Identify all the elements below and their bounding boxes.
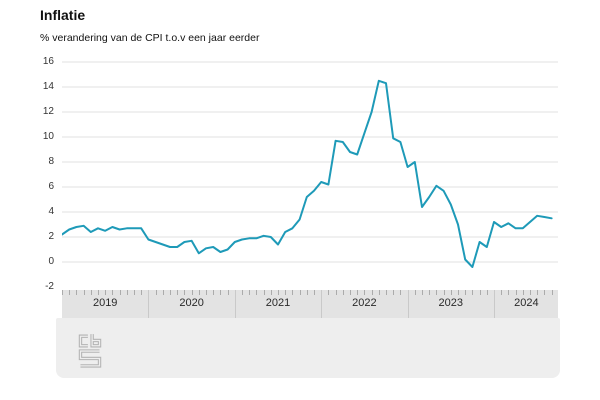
x-axis-month-tick <box>515 290 517 295</box>
y-axis-tick-label: 6 <box>48 181 54 192</box>
x-axis-month-tick <box>184 290 186 295</box>
x-axis-month-tick <box>198 290 200 295</box>
y-axis-tick-label: 14 <box>42 81 54 92</box>
x-axis-month-tick <box>450 290 452 295</box>
x-axis-month-tick <box>249 290 251 295</box>
chart-footer <box>56 318 560 378</box>
x-axis-month-tick <box>69 290 71 295</box>
x-axis-band: 2019 2020 2021 2022 2023 2024 <box>62 290 558 318</box>
x-axis-month-tick <box>213 290 215 295</box>
x-axis-month-tick <box>242 290 243 295</box>
y-axis-tick-label: 0 <box>48 256 54 267</box>
x-axis-month-tick <box>414 290 416 295</box>
x-axis-year-label: 2019 <box>92 297 118 309</box>
x-axis-month-tick <box>537 290 539 295</box>
y-axis-tick-label: -2 <box>45 281 54 292</box>
x-axis-month-tick <box>263 290 265 295</box>
y-axis-tick-label: 2 <box>48 231 54 242</box>
x-axis-month-tick <box>544 290 546 295</box>
x-axis-month-tick <box>126 290 128 295</box>
x-axis-year-separator <box>234 290 236 318</box>
y-axis-tick-label: 4 <box>48 206 54 217</box>
x-axis-month-tick <box>378 290 380 295</box>
x-axis-month-tick <box>134 290 135 295</box>
inflation-line-series <box>62 79 553 268</box>
x-axis-month-tick <box>422 290 423 295</box>
y-axis-tick-label: 12 <box>42 106 54 117</box>
x-axis-month-tick <box>170 290 171 295</box>
x-axis-month-tick <box>328 290 330 295</box>
x-axis-month-tick <box>472 290 474 295</box>
x-axis-year-separator <box>148 290 150 318</box>
x-axis-year-separator <box>494 290 495 318</box>
x-axis-month-tick <box>191 290 193 295</box>
x-axis-year-label: 2022 <box>352 297 377 309</box>
x-axis-year-separator <box>321 290 323 318</box>
x-axis-month-tick <box>522 290 524 295</box>
x-axis-month-tick <box>76 290 78 295</box>
cbs-logo-icon <box>78 334 102 368</box>
x-axis-month-tick <box>155 290 157 295</box>
y-axis-tick-label: 10 <box>42 131 54 142</box>
x-axis-month-tick <box>285 290 287 295</box>
x-axis-month-tick <box>162 290 164 295</box>
x-axis-month-tick <box>314 290 315 295</box>
x-axis-month-tick <box>393 290 395 295</box>
chart-plot-area[interactable] <box>62 55 558 291</box>
x-axis-month-tick <box>270 290 272 295</box>
x-axis-month-tick <box>486 290 488 295</box>
x-axis-month-tick <box>335 290 337 295</box>
x-axis-month-tick <box>465 290 467 295</box>
x-axis-month-tick <box>371 290 373 295</box>
x-axis-month-tick <box>83 290 85 295</box>
x-axis-month-tick <box>90 290 92 295</box>
x-axis-month-tick <box>350 290 351 295</box>
x-axis-month-tick <box>112 290 114 295</box>
x-axis-year-label: 2020 <box>179 297 204 309</box>
x-axis-month-tick <box>98 290 99 295</box>
x-axis-month-tick <box>357 290 359 295</box>
x-axis-month-tick <box>386 290 387 295</box>
x-axis-month-tick <box>227 290 229 295</box>
x-axis-month-tick <box>551 290 553 295</box>
x-axis-month-tick <box>119 290 121 295</box>
x-axis-month-tick <box>306 290 308 295</box>
x-axis-month-tick <box>429 290 431 295</box>
x-axis-month-tick <box>400 290 402 295</box>
x-axis-month-tick <box>62 290 63 295</box>
x-axis-month-tick <box>436 290 438 295</box>
x-axis-year-label: 2023 <box>438 297 464 309</box>
x-axis-month-tick <box>364 290 366 295</box>
x-axis-month-tick <box>501 290 503 295</box>
x-axis-month-tick <box>458 290 459 295</box>
chart-subtitle: % verandering van de CPI t.o.v een jaar … <box>40 32 260 44</box>
x-axis-month-tick <box>530 290 531 295</box>
x-axis-month-tick <box>479 290 481 295</box>
x-axis-month-tick <box>292 290 294 295</box>
x-axis-month-tick <box>299 290 301 295</box>
x-axis-month-tick <box>278 290 279 295</box>
x-axis-month-tick <box>105 290 107 295</box>
chart-title: Inflatie <box>40 7 86 23</box>
x-axis-year-separator <box>407 290 409 318</box>
x-axis-year-label: 2024 <box>514 297 539 309</box>
y-axis-tick-label: 16 <box>42 56 54 67</box>
x-axis-month-tick <box>256 290 258 295</box>
x-axis-month-tick <box>443 290 445 295</box>
x-axis-month-tick <box>342 290 344 295</box>
x-axis-month-tick <box>508 290 510 295</box>
x-axis-month-tick <box>177 290 179 295</box>
x-axis-month-tick <box>141 290 143 295</box>
x-axis-month-tick <box>206 290 207 295</box>
x-axis-month-tick <box>220 290 222 295</box>
y-axis-tick-label: 8 <box>48 156 54 167</box>
x-axis-year-label: 2021 <box>265 297 291 309</box>
